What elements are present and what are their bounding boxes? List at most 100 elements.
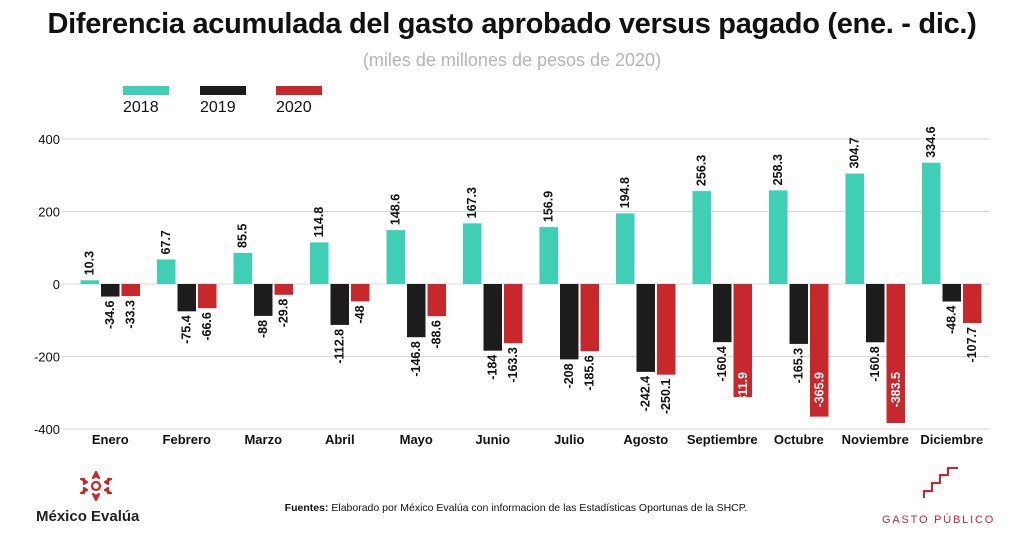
mexico-evalua-logo-icon — [79, 470, 113, 502]
x-tick-label: Febrero — [163, 432, 211, 447]
bar-2020 — [198, 284, 217, 309]
bar-2019 — [866, 284, 885, 343]
x-tick-label: Octubre — [774, 432, 824, 447]
bar-2018 — [769, 190, 788, 284]
data-label-2020: -107.7 — [965, 327, 979, 362]
data-label-2018: 10.3 — [83, 251, 97, 275]
legend-item-2019: 2019 — [200, 86, 246, 117]
bar-2020 — [427, 284, 446, 317]
bar-2018 — [845, 173, 864, 284]
bar-2018 — [80, 280, 99, 284]
bar-2018 — [157, 259, 176, 284]
y-tick-label: 200 — [38, 205, 60, 220]
legend-swatch-2018 — [123, 86, 169, 95]
data-label-2020: -163.3 — [506, 347, 520, 382]
data-label-2019: -165.3 — [792, 348, 806, 383]
x-tick-label: Abril — [325, 432, 355, 447]
bar-2020 — [733, 284, 752, 398]
data-label-2018: 85.5 — [236, 224, 250, 248]
data-label-2018: 304.7 — [848, 137, 862, 168]
mexico-evalua-logo-text: México Evalúa — [36, 508, 140, 525]
gasto-publico-logo-text: GASTO PÚBLICO — [882, 514, 996, 526]
bar-2018 — [463, 223, 482, 284]
bar-2018 — [233, 253, 252, 284]
data-label-2020: -311.9 — [736, 372, 750, 407]
gasto-publico-logo: GASTO PÚBLICO — [882, 466, 996, 526]
bar-2019 — [789, 284, 808, 344]
source-label: Fuentes: — [284, 502, 329, 514]
data-label-2020: -365.9 — [812, 372, 826, 407]
data-label-2018: 167.3 — [465, 187, 479, 218]
bar-2019 — [483, 284, 502, 351]
bar-2019 — [560, 284, 579, 360]
bar-2019 — [407, 284, 426, 338]
data-label-2019: -160.4 — [715, 346, 729, 381]
bar-2018 — [922, 162, 941, 284]
x-tick-label: Enero — [92, 432, 129, 447]
bar-2020 — [274, 284, 293, 295]
legend-label-2018: 2018 — [123, 99, 159, 116]
x-tick-label: Agosto — [623, 432, 668, 447]
bar-2019 — [177, 284, 196, 312]
bar-2018 — [386, 230, 405, 284]
x-tick-label: Diciembre — [920, 432, 983, 447]
legend-item-2020: 2020 — [276, 86, 322, 117]
x-tick-label: Noviembre — [842, 432, 909, 447]
data-label-2019: -146.8 — [409, 341, 423, 376]
data-label-2020: -185.6 — [583, 355, 597, 390]
bar-2019 — [254, 284, 273, 316]
data-label-2019: -48.4 — [945, 306, 959, 335]
bar-2019 — [101, 284, 120, 297]
data-label-2020: -383.5 — [889, 372, 903, 407]
legend-swatch-2019 — [200, 86, 246, 95]
data-label-2020: -48 — [353, 305, 367, 323]
bar-2020 — [504, 284, 523, 344]
bar-2020 — [810, 284, 829, 417]
x-tick-label: Junio — [475, 432, 510, 447]
bar-2019 — [636, 284, 655, 372]
data-label-2018: 67.7 — [159, 230, 173, 254]
x-tick-label: Julio — [554, 432, 584, 447]
bar-2020 — [963, 284, 982, 324]
x-tick-label: Marzo — [244, 432, 282, 447]
y-tick-label: -400 — [34, 422, 60, 437]
data-label-2018: 334.6 — [924, 126, 938, 157]
bar-2019 — [942, 284, 961, 302]
data-label-2020: -33.3 — [124, 300, 138, 329]
data-label-2019: -160.8 — [868, 346, 882, 381]
bar-2018 — [310, 242, 329, 284]
legend-swatch-2020 — [276, 86, 322, 95]
data-label-2019: -208 — [562, 363, 576, 388]
bar-2019 — [713, 284, 732, 343]
bar-2020 — [657, 284, 676, 375]
y-tick-label: 400 — [38, 132, 60, 147]
data-label-2019: -34.6 — [103, 301, 117, 330]
data-label-2018: 194.8 — [618, 177, 632, 208]
bar-2020 — [351, 284, 370, 302]
chart-subtitle: (miles de millones de pesos de 2020) — [362, 50, 662, 70]
x-tick-label: Septiembre — [687, 432, 758, 447]
data-label-2020: -88.6 — [430, 320, 444, 349]
data-label-2018: 114.8 — [312, 207, 326, 238]
data-label-2019: -242.4 — [639, 376, 653, 411]
bar-2018 — [539, 227, 558, 284]
data-label-2018: 156.9 — [542, 191, 556, 222]
data-label-2019: -88 — [256, 320, 270, 338]
bar-2020 — [121, 284, 140, 297]
bar-2018 — [616, 213, 635, 284]
y-tick-label: 0 — [53, 277, 60, 292]
data-label-2018: 148.6 — [389, 194, 403, 225]
bar-2020 — [580, 284, 599, 352]
source-text: Elaborado por México Evalúa con informac… — [328, 502, 748, 514]
source-note: Fuentes: Elaborado por México Evalúa con… — [236, 502, 796, 514]
data-label-2020: -29.8 — [277, 299, 291, 328]
data-label-2019: -112.8 — [333, 329, 347, 364]
data-label-2019: -184 — [486, 355, 500, 380]
x-tick-label: Mayo — [400, 432, 433, 447]
legend-label-2019: 2019 — [200, 99, 236, 116]
legend-label-2020: 2020 — [276, 99, 312, 116]
data-label-2020: -66.6 — [200, 312, 214, 341]
data-label-2020: -250.1 — [659, 379, 673, 414]
bar-2020 — [886, 284, 905, 424]
